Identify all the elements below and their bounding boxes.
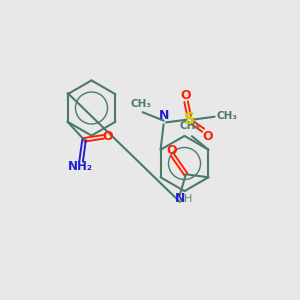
Text: N: N — [158, 110, 169, 122]
Text: O: O — [202, 130, 213, 143]
Text: CH₃: CH₃ — [130, 99, 152, 109]
Text: CH₃: CH₃ — [179, 121, 200, 131]
Text: H: H — [184, 194, 193, 204]
Text: S: S — [184, 112, 195, 127]
Text: CH₃: CH₃ — [216, 111, 237, 121]
Text: O: O — [181, 88, 191, 102]
Text: NH₂: NH₂ — [68, 160, 92, 173]
Text: N: N — [175, 192, 185, 206]
Text: O: O — [102, 130, 112, 143]
Text: O: O — [166, 144, 177, 157]
